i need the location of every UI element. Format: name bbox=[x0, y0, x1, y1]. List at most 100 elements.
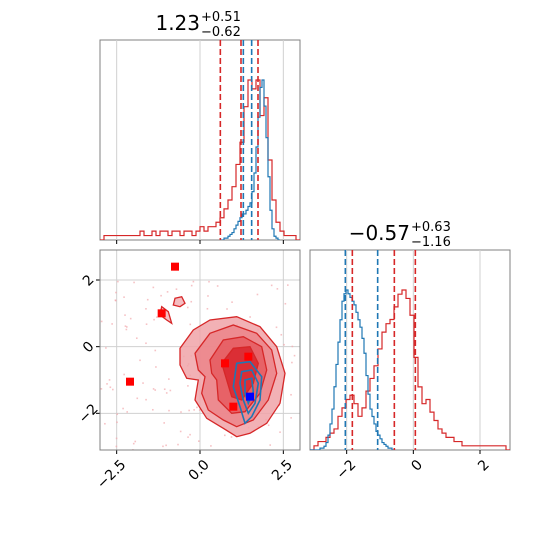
scatter-point bbox=[291, 345, 294, 348]
scatter-point bbox=[108, 379, 111, 381]
scatter-point bbox=[145, 398, 147, 401]
scatter-point bbox=[284, 302, 287, 305]
scatter-point bbox=[177, 443, 179, 446]
xtick-label-1-2: 2.5 bbox=[269, 457, 296, 484]
title-median-param-2: −0.57 bbox=[349, 221, 410, 245]
scatter-point bbox=[156, 316, 158, 318]
title-plus-param-2: +0.63 bbox=[411, 220, 451, 235]
scatter-point bbox=[207, 295, 209, 297]
xticks-param-2: −2 0 2 bbox=[333, 457, 492, 483]
quantile-lines-param-2 bbox=[344, 250, 417, 450]
scatter-point bbox=[175, 288, 178, 290]
blue-contour-level-0 bbox=[232, 360, 263, 425]
scatter-point bbox=[169, 389, 172, 392]
scatter-point bbox=[198, 409, 201, 411]
scatter-point bbox=[180, 411, 182, 413]
scatter-point bbox=[163, 422, 165, 424]
scatter-point bbox=[152, 388, 155, 390]
scatter-point bbox=[189, 323, 192, 326]
xtick-label-1-0: −2.5 bbox=[94, 457, 129, 492]
histogram-blue-param-2 bbox=[310, 289, 394, 450]
scatter-point bbox=[160, 294, 162, 297]
scatter-point bbox=[100, 320, 103, 323]
ytick-label-2-1: 0 bbox=[80, 339, 98, 357]
ytick-label-2-0: −2 bbox=[76, 401, 102, 427]
scatter-point bbox=[208, 280, 210, 283]
scatter-point bbox=[291, 361, 293, 364]
blue-contour-level-1 bbox=[239, 369, 260, 416]
xtick-label-2-2: 2 bbox=[475, 457, 493, 475]
scatter-point bbox=[179, 430, 182, 433]
scatter-point bbox=[187, 385, 189, 387]
title-median-param-1: 1.23 bbox=[155, 11, 200, 35]
scatter-point bbox=[109, 386, 112, 389]
scatter-point bbox=[192, 280, 195, 283]
joint-panel: −2.5 0.0 2.5 −2 0 2 bbox=[76, 249, 301, 492]
scatter-point bbox=[267, 424, 270, 427]
scatter-point bbox=[163, 388, 166, 391]
ytick-label-2-2: 2 bbox=[80, 272, 98, 290]
scatter-point bbox=[142, 382, 144, 384]
scatter-point bbox=[105, 347, 107, 349]
scatter-point bbox=[104, 422, 106, 425]
scatter-point bbox=[145, 308, 147, 310]
red-marker-0 bbox=[171, 262, 179, 271]
scatter-point bbox=[124, 314, 126, 316]
scatter-point bbox=[270, 284, 273, 287]
yticks-param-2: −2 0 2 bbox=[76, 272, 102, 427]
scatter-point bbox=[196, 406, 198, 409]
histogram-red-param-2 bbox=[310, 289, 510, 450]
scatter-point bbox=[114, 299, 117, 302]
scatter-point bbox=[134, 440, 137, 443]
scatter-point bbox=[287, 284, 289, 286]
title-minus-param-2: −1.16 bbox=[411, 235, 451, 250]
xtick-label-2-1: 0 bbox=[408, 457, 426, 475]
scatter-point bbox=[115, 445, 118, 448]
scatter-point bbox=[145, 342, 147, 345]
scatter-point bbox=[226, 308, 228, 310]
red-marker-4 bbox=[244, 352, 253, 361]
red-marker-2 bbox=[126, 377, 134, 386]
scatter-point bbox=[112, 388, 114, 391]
scatter-point bbox=[290, 393, 292, 396]
joint-markers bbox=[126, 262, 254, 411]
scatter-point bbox=[206, 307, 209, 310]
scatter-point bbox=[193, 409, 195, 411]
scatter-point bbox=[154, 349, 157, 352]
scatter-point bbox=[139, 359, 141, 362]
scatter-point bbox=[116, 413, 119, 416]
scatter-point bbox=[133, 281, 135, 284]
scatter-point bbox=[100, 388, 103, 390]
scatter-point bbox=[249, 316, 251, 318]
scatter-point bbox=[275, 326, 278, 329]
marginal-grid-param-1 bbox=[116, 40, 284, 244]
scatter-point bbox=[115, 291, 117, 294]
scatter-point bbox=[166, 291, 169, 293]
scatter-point bbox=[154, 389, 157, 391]
scatter-point bbox=[283, 343, 285, 346]
scatter-point bbox=[256, 293, 259, 296]
scatter-point bbox=[230, 436, 233, 438]
scatter-point bbox=[216, 285, 219, 287]
red-contour-level-0 bbox=[172, 295, 186, 308]
scatter-point bbox=[187, 436, 189, 438]
scatter-point bbox=[162, 445, 164, 448]
scatter-point bbox=[117, 280, 119, 283]
scatter-point bbox=[106, 383, 108, 385]
scatter-point bbox=[136, 397, 139, 400]
scatter-point bbox=[126, 411, 129, 413]
scatter-point bbox=[168, 409, 170, 412]
red-marker-1 bbox=[157, 309, 166, 318]
scatter-point bbox=[290, 417, 292, 419]
scatter-point bbox=[168, 378, 170, 380]
scatter-point bbox=[152, 286, 155, 289]
quantile-lines-param-1 bbox=[219, 40, 259, 240]
scatter-point bbox=[111, 323, 113, 325]
scatter-point bbox=[116, 421, 118, 424]
marginal-panel-param-1: 1.23 +0.51 −0.62 bbox=[99, 10, 301, 244]
histogram-red-param-1 bbox=[100, 79, 300, 240]
scatter-point bbox=[231, 301, 233, 303]
scatter-point bbox=[135, 337, 138, 340]
scatter-point bbox=[132, 442, 135, 445]
